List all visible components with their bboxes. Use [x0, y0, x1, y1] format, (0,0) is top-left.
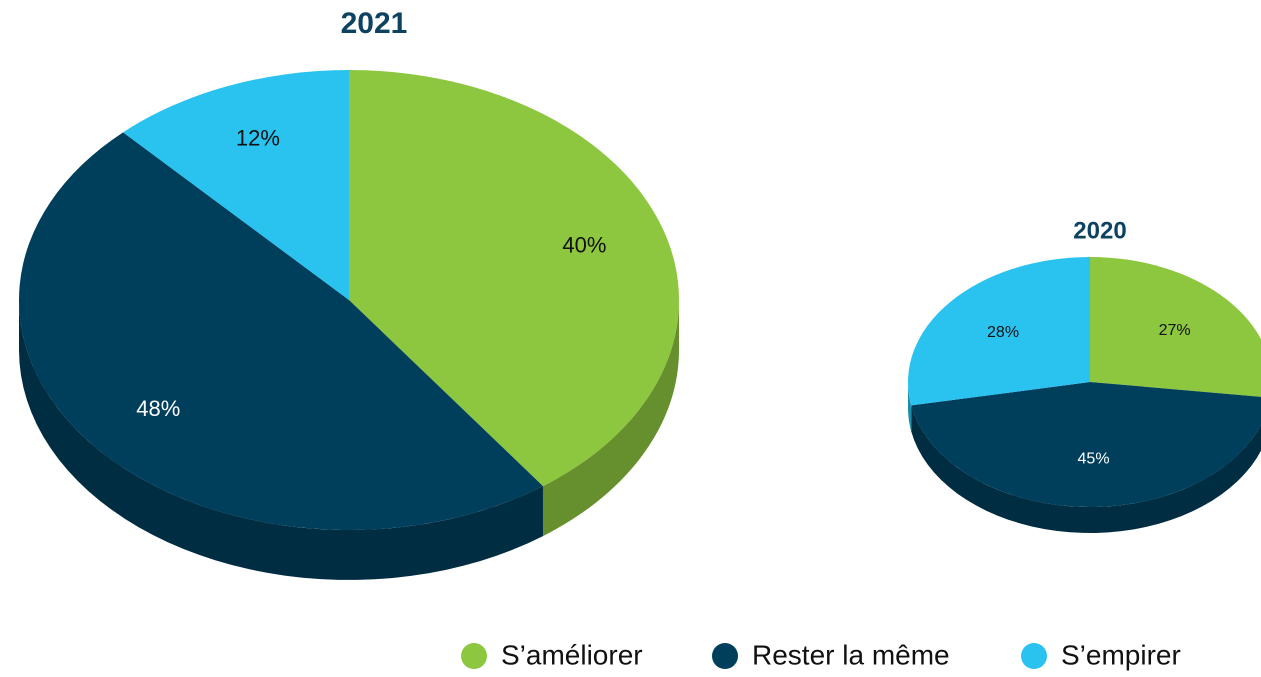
slice-side: [542, 300, 679, 537]
chart-title: 2020: [1073, 217, 1126, 244]
chart-title: 2021: [341, 7, 408, 40]
slice-side: [908, 382, 912, 432]
data-label: 48%: [136, 396, 180, 421]
slice-side: [911, 405, 1261, 533]
slice: [911, 382, 1261, 507]
slice: [349, 70, 679, 487]
legend-swatch: [712, 643, 738, 669]
slice: [123, 70, 349, 300]
slice: [19, 132, 543, 530]
slice: [1090, 257, 1261, 397]
data-label: 27%: [1159, 322, 1191, 339]
legend-swatch: [1021, 643, 1047, 669]
legend-swatch: [461, 643, 487, 669]
data-label: 28%: [987, 324, 1019, 341]
slice-side: [19, 300, 543, 580]
data-label: 12%: [236, 125, 280, 150]
data-label: 40%: [562, 233, 606, 258]
legend-label: Rester la même: [752, 639, 950, 670]
data-label: 45%: [1078, 451, 1110, 468]
legend-label: S’empirer: [1061, 639, 1181, 670]
slice: [907, 257, 1090, 406]
legend-label: S’améliorer: [501, 639, 643, 670]
